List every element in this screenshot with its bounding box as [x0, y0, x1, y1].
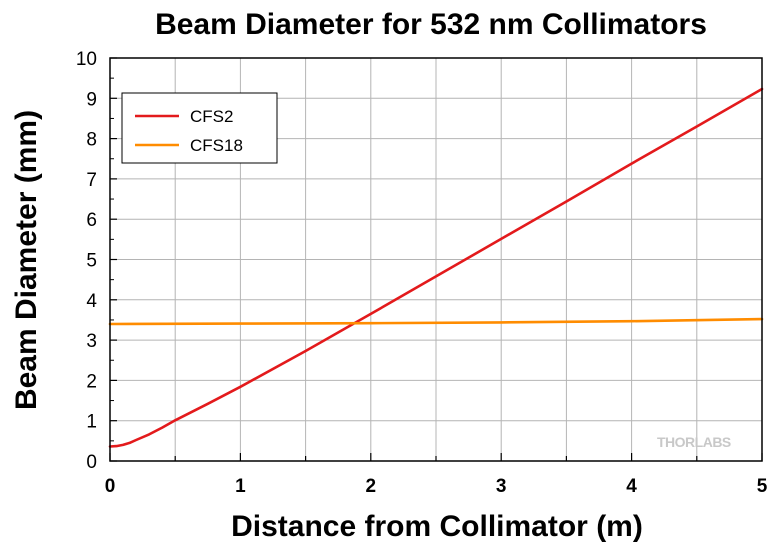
y-tick-label: 5 [86, 251, 97, 272]
legend: CFS2 CFS18 [121, 92, 278, 164]
x-tick-label: 5 [757, 476, 768, 497]
y-tick-label: 6 [86, 210, 97, 231]
axis-ticks [109, 57, 763, 462]
y-tick-label: 8 [86, 130, 97, 151]
y-tick-labels: 0 1 2 3 4 5 6 7 8 9 10 [76, 49, 98, 473]
x-tick-label: 0 [105, 476, 116, 497]
x-tick-label: 3 [496, 476, 507, 497]
legend-label-cfs18: CFS18 [190, 136, 243, 155]
series-lines [108, 87, 764, 448]
y-tick-label: 1 [86, 412, 97, 433]
x-tick-labels: 0 1 2 3 4 5 [105, 476, 768, 497]
y-tick-label: 0 [86, 452, 97, 473]
thorlabs-watermark: THORLABS [657, 434, 731, 450]
y-tick-label: 7 [86, 170, 97, 191]
y-tick-label: 3 [86, 331, 97, 352]
x-tick-label: 1 [235, 476, 246, 497]
legend-box [121, 92, 278, 164]
y-tick-label: 2 [86, 371, 97, 392]
y-tick-label: 9 [86, 89, 97, 110]
y-tick-label: 4 [86, 291, 97, 312]
chart-title: Beam Diameter for 532 nm Collimators [155, 8, 707, 41]
series-line-cfs18 [108, 317, 764, 326]
y-axis-label: Beam Diameter (mm) [10, 110, 43, 410]
x-tick-label: 4 [626, 476, 637, 497]
x-axis-label: Distance from Collimator (m) [231, 510, 643, 543]
y-tick-label: 10 [76, 49, 97, 70]
grid-lines [110, 58, 762, 461]
legend-label-cfs2: CFS2 [190, 107, 233, 126]
x-tick-label: 2 [366, 476, 377, 497]
series-line-cfs2 [108, 87, 764, 448]
